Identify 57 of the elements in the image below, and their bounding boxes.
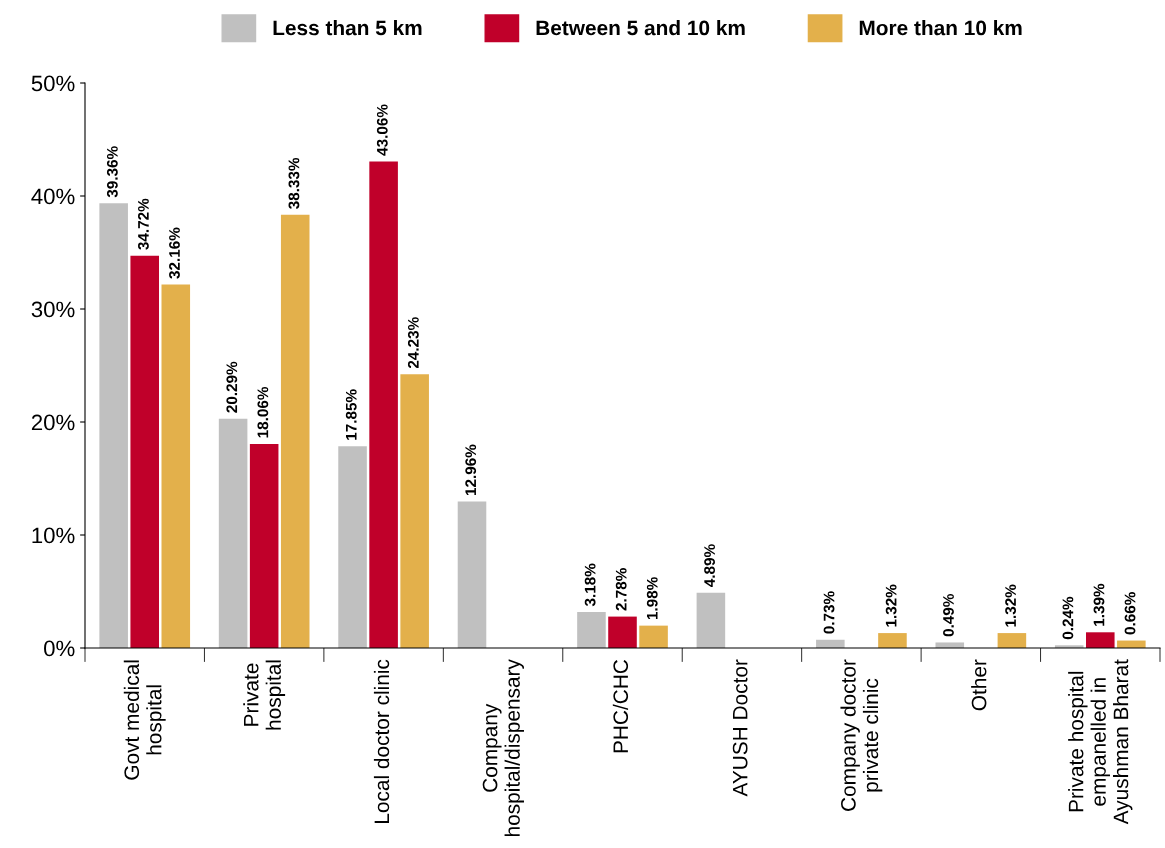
bar — [130, 255, 160, 648]
bar — [400, 374, 429, 648]
data-label: 34.72% — [138, 198, 149, 250]
bar — [577, 612, 606, 648]
data-label: 1.98% — [646, 577, 658, 620]
bar — [249, 443, 279, 648]
data-label: 0.73% — [823, 591, 835, 634]
x-tick-label: Private hospital empanelled in Ayushman Bharat — [1068, 659, 1133, 825]
data-label: 32.16% — [169, 227, 180, 279]
bar — [639, 625, 668, 648]
y-tick-label: 30% — [31, 301, 75, 318]
data-label: 2.78% — [615, 568, 627, 611]
bar — [997, 633, 1027, 648]
data-label: 18.06% — [257, 386, 269, 438]
legend-label: Less than 5 km — [273, 19, 422, 36]
x-tick-label: PHC/CHC — [612, 659, 629, 753]
bar — [935, 642, 965, 648]
bar — [161, 284, 191, 648]
data-label: 24.23% — [407, 317, 419, 369]
data-label: 38.33% — [288, 157, 300, 209]
x-tick-label: Company hospital/dispensary — [482, 659, 524, 836]
legend-label: Between 5 and 10 km — [536, 19, 745, 36]
data-label: 4.89% — [704, 544, 715, 587]
x-tick-label: Govt medical hospital — [123, 660, 166, 780]
data-label: 0.49% — [943, 593, 954, 637]
bar — [878, 633, 907, 648]
bar — [608, 616, 637, 648]
x-tick-label: AYUSH Doctor — [732, 659, 748, 797]
bar — [218, 418, 248, 648]
x-tick-label: Local doctor clinic — [373, 659, 390, 823]
data-label: 20.29% — [226, 361, 238, 413]
bar — [369, 161, 398, 648]
data-label: 3.18% — [584, 563, 596, 607]
data-label: 12.96% — [465, 444, 477, 496]
x-tick-label: Other — [971, 659, 987, 711]
bar — [1085, 632, 1115, 648]
legend-label: More than 10 km — [859, 19, 1022, 36]
data-label: 17.85% — [345, 389, 357, 440]
data-label: 1.32% — [885, 584, 897, 627]
bar — [457, 501, 487, 648]
bar — [280, 214, 310, 648]
data-label: 1.39% — [1093, 583, 1105, 626]
bar — [99, 203, 128, 648]
bar — [338, 446, 367, 648]
y-tick-label: 50% — [31, 75, 75, 92]
x-tick-label: Private hospital — [243, 660, 286, 730]
data-label: 43.06% — [376, 104, 388, 156]
data-label: 0.24% — [1062, 596, 1074, 640]
y-tick-label: 0% — [44, 640, 75, 657]
data-label: 39.36% — [106, 146, 118, 198]
y-tick-label: 40% — [31, 188, 75, 205]
data-label: 0.66% — [1124, 592, 1136, 635]
bar — [696, 592, 726, 648]
data-label: 1.32% — [1005, 584, 1017, 627]
x-tick-label: Company doctor private clinic — [840, 659, 883, 811]
y-tick-label: 20% — [31, 414, 75, 431]
y-tick-label: 10% — [32, 527, 75, 544]
